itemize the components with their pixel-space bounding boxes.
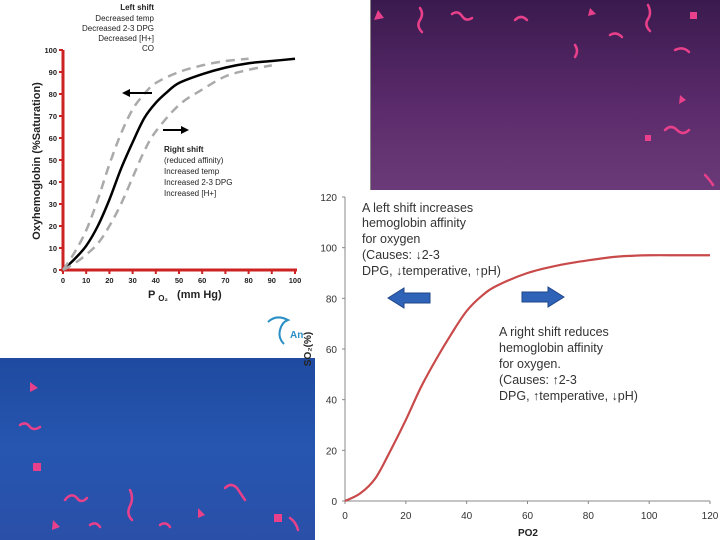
chart2-x-tick-label: 0 (342, 511, 348, 522)
chart2-x-tick-label: 100 (641, 511, 658, 522)
annotation-left-line-5: DPG, ↓temperative, ↑pH) (362, 264, 501, 278)
chart1-x-label-unit: (mm Hg) (177, 289, 222, 301)
annotation-right-line-5: DPG, ↑temperative, ↓pH) (499, 389, 638, 403)
blue-left-arrow-icon (387, 287, 431, 309)
chart2-x-tick-label: 80 (583, 511, 595, 522)
chart1-y-tick-label: 60 (49, 134, 57, 143)
chart1-y-tick-label: 50 (49, 156, 57, 165)
chart1-series-main-curve (62, 57, 296, 271)
chart2-x-tick-label: 40 (461, 511, 473, 522)
chart2-y-tick-label: 120 (320, 193, 337, 204)
chart1-x-tick-label: 40 (152, 276, 160, 285)
chart1-x-tick-label: 50 (175, 276, 183, 285)
chart1-y-tick-label: 80 (49, 90, 57, 99)
right-arrow-icon (163, 126, 189, 134)
chart2-x-tick-label: 120 (702, 511, 719, 522)
chart1-y-tick-label: 0 (53, 266, 57, 275)
chart2-y-tick-label: 0 (331, 497, 337, 508)
left-shift-line-4: CO (142, 44, 154, 53)
chart2-series-curve (344, 254, 710, 502)
chart1-x-tick-label: 70 (221, 276, 229, 285)
annotation-right-line-2: hemoglobin affinity (499, 341, 604, 355)
chart2-x-tick-label: 60 (522, 511, 534, 522)
chart1-y-tick-label: 90 (49, 68, 57, 77)
background-top-purple (370, 0, 720, 190)
annotation-right-line-1: A right shift reduces (499, 325, 609, 339)
chart1-x-tick-label: 80 (244, 276, 252, 285)
svg-text:P O₂ (mm Hg): P O₂ (mm Hg) (148, 289, 222, 304)
chart-panel-so2 (315, 190, 720, 540)
chart1-y-tick-label: 100 (44, 46, 57, 55)
left-shift-line-3: Decreased [H+] (98, 34, 154, 43)
right-shift-line-2: Increased temp (164, 167, 220, 176)
chart1-y-axis-label: Oxyhemoglobin (%Saturation) (31, 82, 43, 240)
annotation-left-line-2: hemoglobin affinity (362, 216, 467, 230)
logo-text: An (290, 330, 303, 341)
chart1-x-tick-label: 0 (61, 276, 65, 285)
left-shift-line-2: Decreased 2-3 DPG (82, 24, 154, 33)
chart1-x-label-main: P (148, 289, 155, 301)
chart1-y-tick-label: 40 (49, 178, 57, 187)
chart2-y-tick-label: 80 (326, 294, 338, 305)
blue-right-arrow-icon (521, 286, 565, 308)
left-shift-line-1: Decreased temp (95, 14, 154, 23)
chart1-y-tick-label: 10 (49, 244, 57, 253)
background-bottom-blue (0, 358, 315, 540)
right-shift-title: Right shift (164, 145, 204, 154)
left-arrow-icon (122, 89, 152, 97)
chart2-y-tick-label: 100 (320, 244, 337, 255)
chart1-x-tick-label: 10 (82, 276, 90, 285)
annotation-left-line-1: A left shift increases (362, 201, 473, 215)
chart1-x-tick-label: 90 (268, 276, 276, 285)
chart1-x-label-sub: O₂ (158, 294, 168, 303)
annotation-left-line-4: (Causes: ↓2-3 (362, 248, 440, 262)
chart2-y-axis-label: SO₂(%) (303, 332, 314, 366)
chart1-y-tick-label: 70 (49, 112, 57, 121)
chart2-y-tick-label: 20 (326, 446, 338, 457)
chart1-x-tick-label: 60 (198, 276, 206, 285)
chart1-x-tick-label: 100 (289, 276, 302, 285)
chart2-y-tick-label: 60 (326, 345, 338, 356)
annotation-left-line-3: for oxygen (362, 232, 420, 246)
chart1-series-dashed-right (62, 64, 273, 272)
chart1-x-tick-label: 20 (105, 276, 113, 285)
right-shift-line-1: (reduced affinity) (164, 156, 224, 165)
right-shift-line-4: Increased [H+] (164, 189, 216, 198)
chart1-y-tick-label: 20 (49, 222, 57, 231)
annotation-right-line-4: (Causes: ↑2-3 (499, 373, 577, 387)
left-shift-title: Left shift (120, 3, 154, 12)
chart2-x-tick-label: 20 (400, 511, 412, 522)
right-shift-line-3: Increased 2-3 DPG (164, 178, 232, 187)
chart1-series-dashed-left (61, 57, 249, 271)
publisher-logo-icon: An (267, 316, 303, 345)
chart2-y-tick-label: 40 (326, 396, 338, 407)
chart1-x-tick-label: 30 (128, 276, 136, 285)
annotation-right-line-3: for oxygen. (499, 357, 561, 371)
chart1-y-tick-label: 30 (49, 200, 57, 209)
chart2-x-axis-label: PO2 (518, 528, 538, 539)
